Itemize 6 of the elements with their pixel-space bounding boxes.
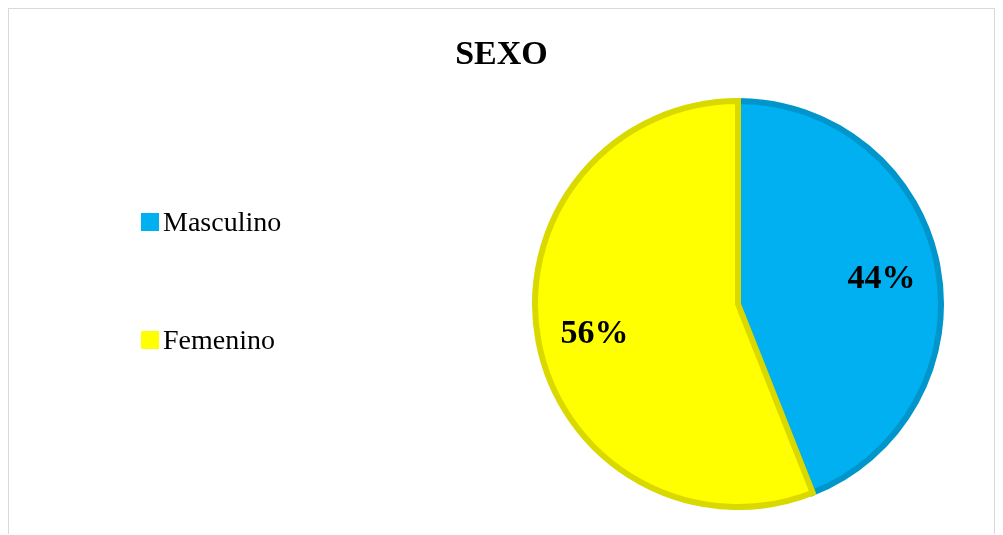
pie-slice <box>532 98 816 510</box>
chart-title: SEXO <box>454 34 549 72</box>
data-label: 44% <box>847 258 916 296</box>
legend-label: Femenino <box>163 324 275 356</box>
data-label: 56% <box>560 312 629 350</box>
legend-label: Masculino <box>163 206 282 238</box>
